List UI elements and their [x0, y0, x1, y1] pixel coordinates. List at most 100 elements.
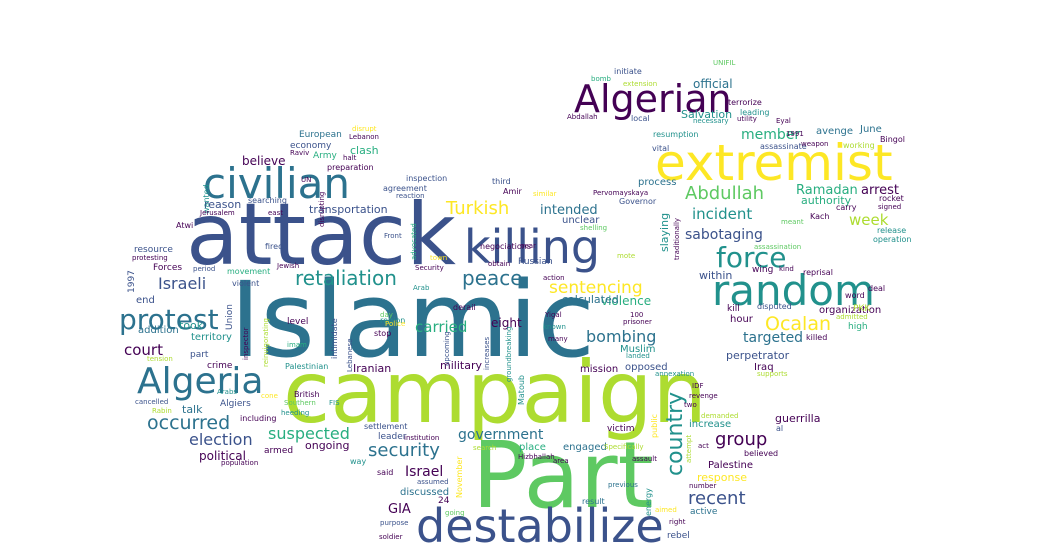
word-inspection: inspection [406, 174, 448, 183]
word-mote: mote [617, 252, 636, 260]
word-british: British [294, 390, 320, 399]
word-increases: increases [483, 336, 491, 370]
word-security-small: Security [415, 264, 444, 272]
word-negociations: negociations [480, 242, 531, 251]
word-iranian: Iranian [353, 362, 392, 375]
word-authority: authority [801, 194, 852, 207]
word-institution: institution [404, 434, 440, 442]
word-halt: halt [343, 154, 357, 162]
word-attempt: attempt [685, 434, 693, 463]
word-forces: Forces [153, 263, 183, 273]
word-assassination: assassination [754, 243, 802, 251]
word-organization: organization [819, 305, 882, 316]
word-addition: addition [138, 325, 179, 336]
word-un: UN [301, 176, 312, 184]
word-reinvigorating: reinvigorating [262, 318, 270, 367]
word-retaliation: retaliation [295, 266, 397, 290]
word-mission: mission [580, 364, 619, 375]
word-killed: killed [806, 333, 828, 342]
word-election: election [189, 430, 253, 449]
word-disrupt: disrupt [352, 125, 377, 133]
word-israel: Israel [405, 464, 444, 480]
word-disputed: disputed [757, 302, 792, 311]
word-cone: cone [261, 392, 278, 400]
word-groundbreaking: groundbreaking [505, 326, 513, 382]
word-town: town [430, 254, 448, 262]
word-active: active [690, 507, 718, 517]
word-stop: stop [374, 329, 392, 338]
word-action: action [543, 274, 565, 282]
word-believe: believe [242, 154, 286, 168]
word-shelling: shelling [580, 224, 608, 232]
word-obtain: obtain [488, 260, 511, 268]
word-level: level [287, 317, 309, 327]
word-muslim: Muslim [620, 344, 656, 355]
word-weapon: weapon [801, 140, 829, 148]
word-kach: Kach [810, 212, 830, 221]
word-purpose: purpose [380, 519, 409, 527]
word-government: government [458, 427, 544, 443]
word-search: search [473, 444, 497, 452]
word-salvation: Salvation [681, 108, 733, 121]
word-destabilize: destabilize [416, 499, 664, 551]
word-guerrilla: guerrilla [775, 412, 821, 425]
word-known: known [543, 323, 566, 331]
word-army: Army [313, 151, 337, 161]
word-fired: fired [265, 242, 284, 251]
word-public: public [650, 413, 659, 438]
word-arab: Arab [413, 284, 430, 292]
word-jewish: Jewish [277, 262, 300, 270]
word-abdallah: Abdallah [567, 113, 598, 121]
word-abdullah: Abdullah [685, 183, 765, 204]
word-vital: vital [652, 144, 670, 153]
word-result: result [582, 497, 605, 506]
word-heeding: heeding [281, 409, 310, 417]
word-territory: territory [191, 332, 232, 343]
word-group: group [715, 429, 768, 450]
word-unclear: unclear [562, 215, 600, 226]
word-supports: supports [757, 370, 788, 378]
word-rabin: Rabin [152, 407, 172, 415]
word-sentencing: sentencing [549, 278, 643, 298]
word-period: period [193, 265, 216, 273]
word-aimed: aimed [655, 506, 677, 514]
word-traditionally: traditionally [673, 217, 681, 260]
word-incident: incident [692, 205, 753, 223]
word-bingol: Bingol [880, 135, 905, 144]
word-algiers: Algiers [220, 399, 251, 409]
word-pkk: PKK [853, 304, 871, 314]
word-wing: wing [752, 265, 774, 275]
word-carry: carry [836, 203, 857, 212]
word-upcoming: upcoming [443, 331, 451, 366]
word-disrupting: disrupting [318, 191, 326, 227]
word-avenge: avenge [816, 126, 854, 137]
word-governor: Governor [619, 197, 657, 206]
word-many: many [548, 335, 568, 343]
word-crime: crime [207, 361, 233, 371]
word-inspector: inspector [242, 327, 250, 360]
word-right: right [669, 518, 686, 526]
word-admitted: admitted [836, 313, 868, 321]
word-working: working [843, 141, 875, 150]
word-lebanon: Lebanon [349, 133, 379, 141]
word-took: took [179, 319, 204, 332]
word-iraq: Iraq [754, 362, 774, 373]
word-landed: landed [626, 352, 650, 360]
word-algeria: Algeria [137, 361, 264, 402]
word-front: Front [384, 232, 402, 240]
word-similar: similar [533, 190, 557, 198]
word-engaged: engaged [563, 442, 607, 453]
word-response: response [697, 471, 747, 484]
word-ramadan: Ramadan [796, 183, 858, 198]
word-rebel: rebel [667, 531, 690, 541]
word-settlement: settlement [364, 422, 408, 431]
word-advocated: advocated [410, 223, 418, 260]
word-day: day [380, 311, 393, 319]
word-court: court [124, 341, 163, 359]
word-demanded: demanded [701, 412, 739, 420]
word-al: al [776, 424, 784, 433]
word-terrorize: terrorize [728, 98, 762, 107]
word-political: political [199, 449, 246, 463]
word-violent: violent [232, 279, 260, 288]
word-annexation: annexation [655, 370, 695, 378]
